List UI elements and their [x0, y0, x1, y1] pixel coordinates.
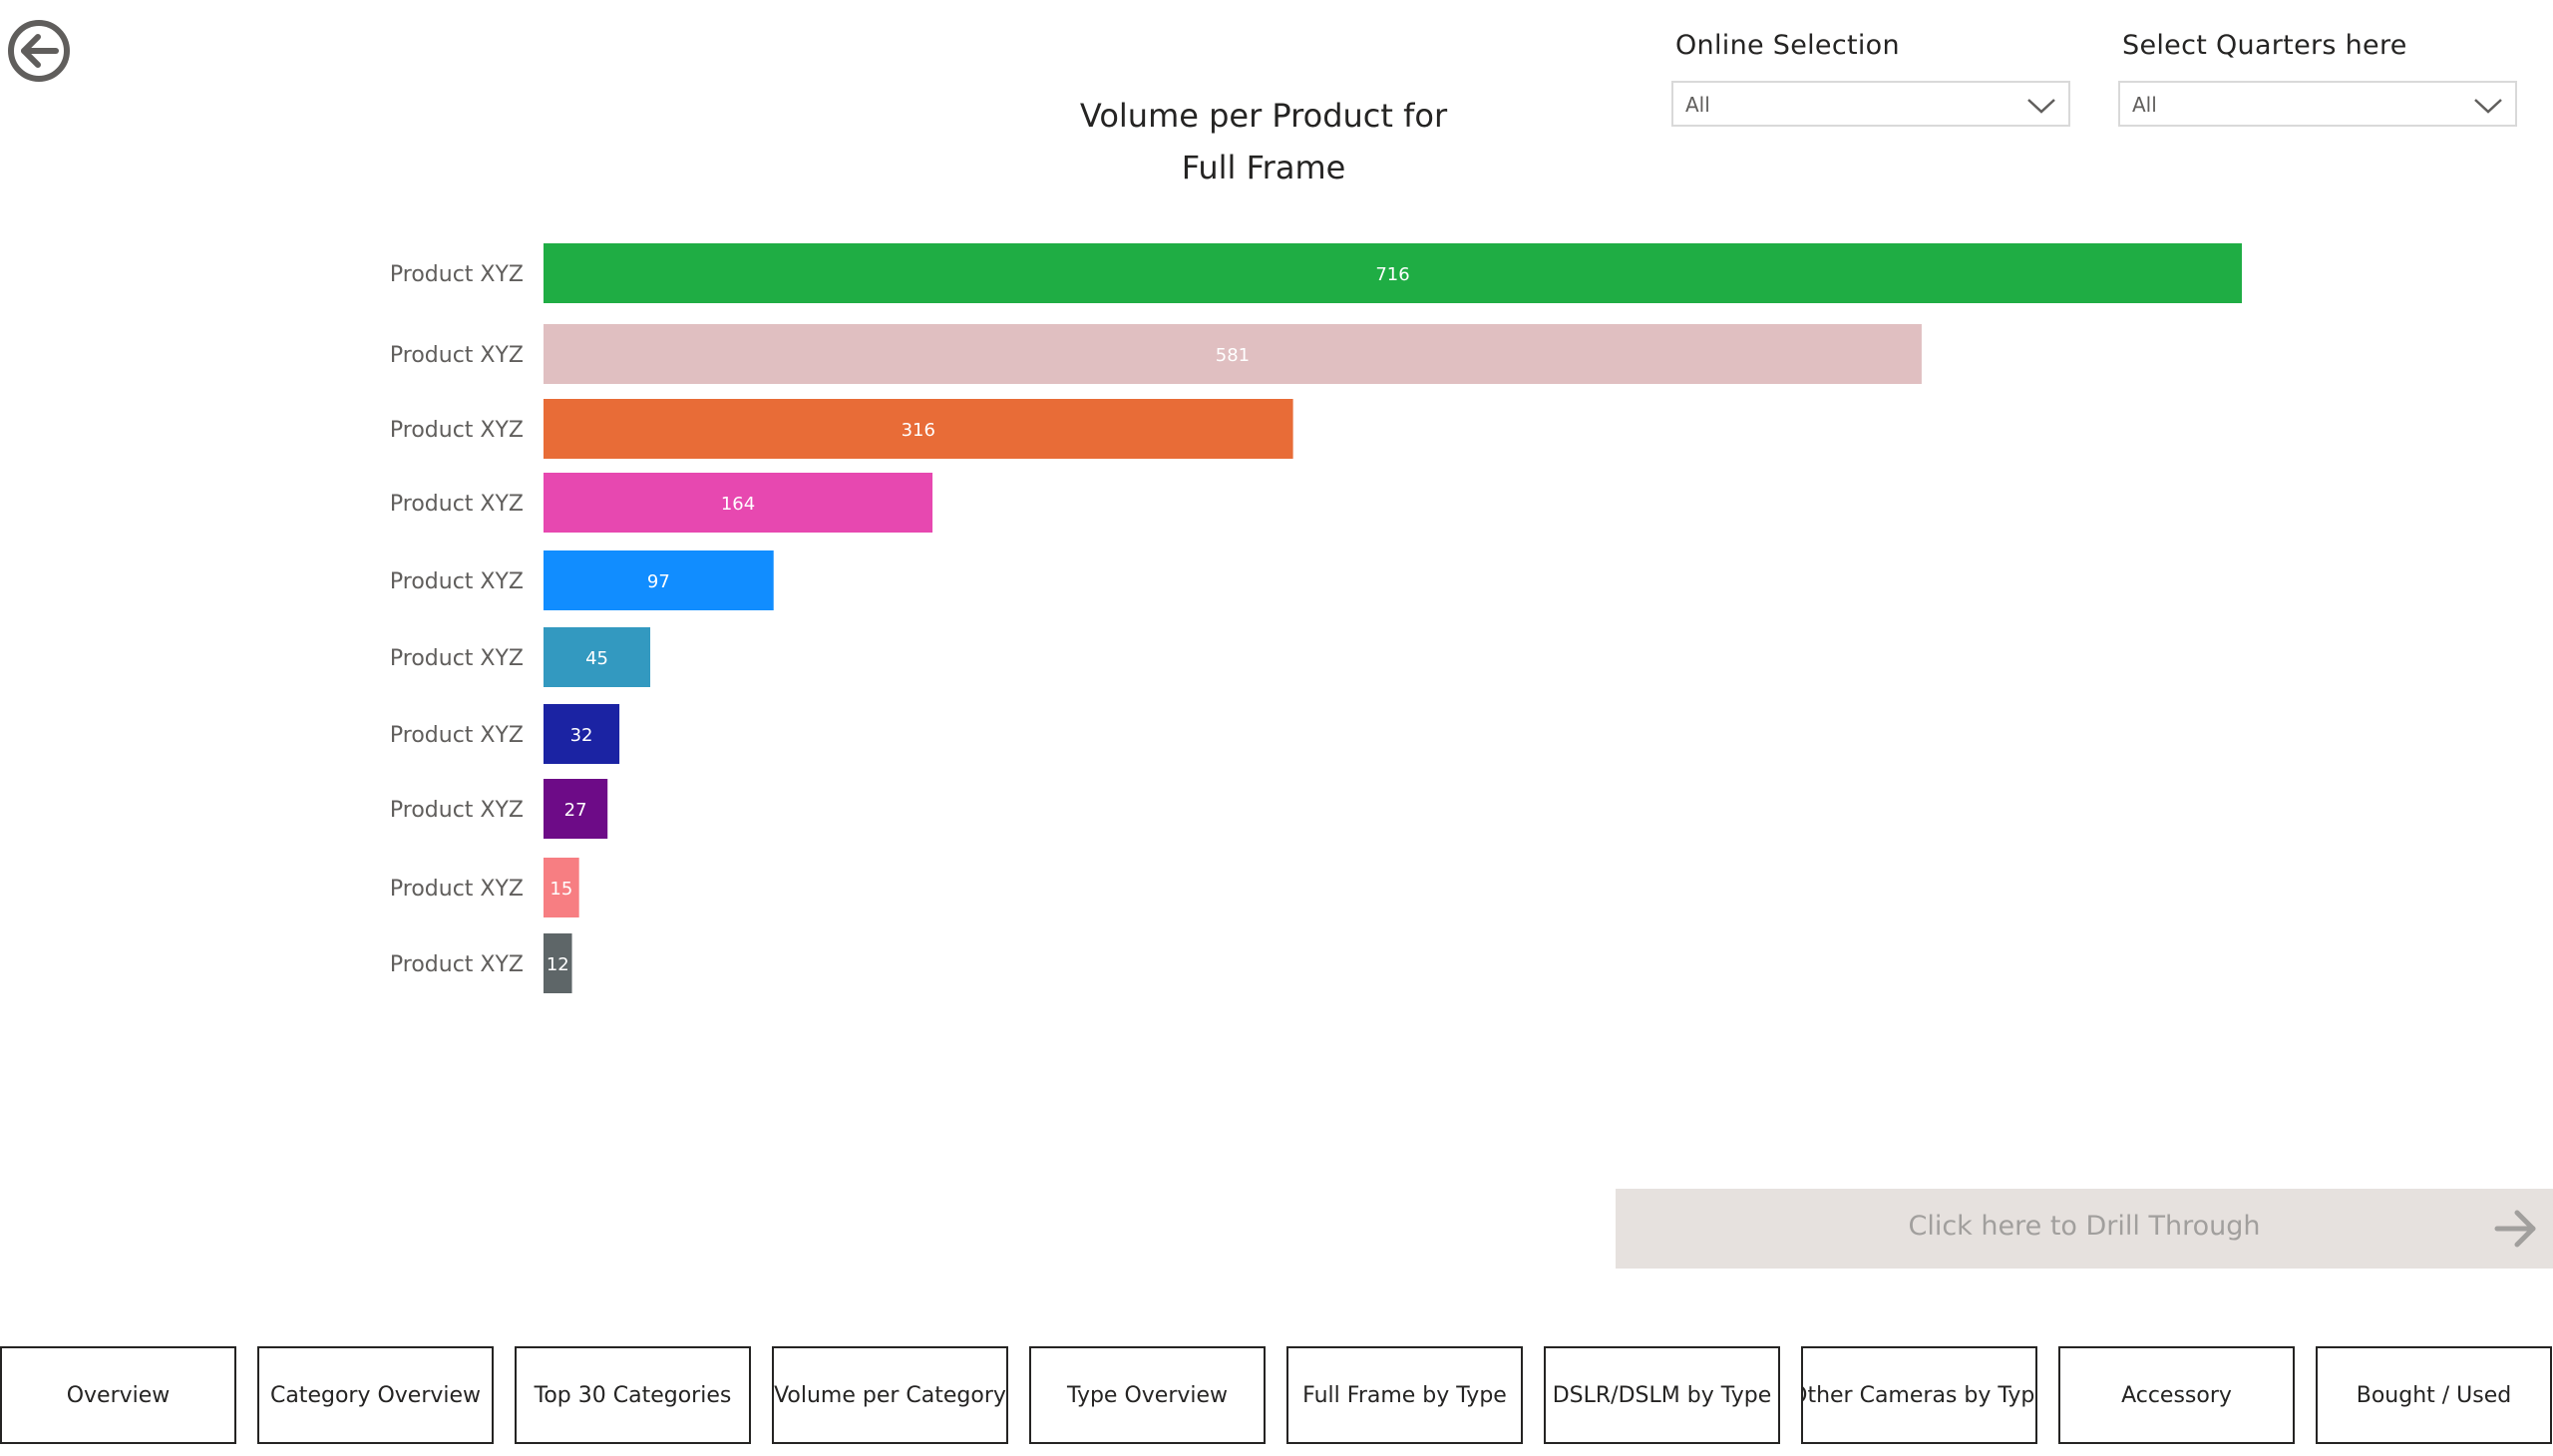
select-quarters-dropdown[interactable]: All: [2118, 81, 2517, 127]
category-label-8: Product XYZ: [390, 877, 524, 902]
category-label-5: Product XYZ: [390, 646, 524, 671]
online-selection-label: Online Selection: [1675, 30, 1900, 61]
nav-button-1[interactable]: Category Overview: [257, 1346, 494, 1444]
bar-1[interactable]: [544, 324, 1922, 384]
bar-9[interactable]: [544, 933, 572, 993]
bar-5[interactable]: [544, 627, 651, 687]
nav-button-4[interactable]: Type Overview: [1029, 1346, 1266, 1444]
bar-data-label-2: 316: [902, 420, 935, 441]
nav-button-6[interactable]: DSLR/DSLM by Type: [1544, 1346, 1780, 1444]
volume-bar-chart: 716 Product XYZ 581 Product XYZ 316 Product X…: [390, 243, 2242, 993]
bar-4[interactable]: [544, 550, 774, 610]
bar-data-label-9: 12: [547, 954, 569, 975]
bar-6[interactable]: [544, 704, 620, 764]
arrow-right-icon: [2494, 1210, 2536, 1248]
select-quarters-value: All: [2132, 93, 2157, 117]
nav-button-5[interactable]: Full Frame by Type: [1286, 1346, 1523, 1444]
category-label-4: Product XYZ: [390, 569, 524, 594]
online-selection-value: All: [1685, 93, 1710, 117]
bar-7[interactable]: [544, 779, 608, 839]
category-label-3: Product XYZ: [390, 492, 524, 517]
chevron-down-icon: [2474, 99, 2502, 114]
bar-data-label-5: 45: [585, 648, 608, 669]
chevron-down-icon: [2027, 99, 2055, 114]
bar-data-label-1: 581: [1216, 345, 1250, 366]
bar-data-label-8: 15: [549, 879, 572, 900]
select-quarters-label: Select Quarters here: [2122, 30, 2407, 61]
bar-data-label-0: 716: [1375, 264, 1409, 285]
drill-through-button[interactable]: Click here to Drill Through: [1616, 1189, 2553, 1269]
nav-button-2[interactable]: Top 30 Categories: [515, 1346, 751, 1444]
category-label-6: Product XYZ: [390, 723, 524, 748]
category-label-7: Product XYZ: [390, 798, 524, 823]
back-arrow-icon: [8, 20, 70, 82]
nav-button-8[interactable]: Accessory: [2058, 1346, 2295, 1444]
online-selection-dropdown[interactable]: All: [1671, 81, 2070, 127]
bar-data-label-4: 97: [647, 571, 670, 592]
bar-data-label-6: 32: [570, 725, 593, 746]
category-label-9: Product XYZ: [390, 952, 524, 977]
category-label-1: Product XYZ: [390, 343, 524, 368]
chart-title-line-2: Full Frame: [1181, 149, 1346, 186]
bar-0[interactable]: [544, 243, 2242, 303]
chart-title: Volume per Product for Full Frame: [1064, 90, 1463, 193]
category-label-2: Product XYZ: [390, 418, 524, 443]
bar-8[interactable]: [544, 858, 579, 917]
category-label-0: Product XYZ: [390, 262, 524, 287]
nav-button-0[interactable]: Overview: [0, 1346, 236, 1444]
nav-button-9[interactable]: Bought / Used: [2316, 1346, 2552, 1444]
bar-3[interactable]: [544, 473, 933, 533]
bar-2[interactable]: [544, 399, 1293, 459]
nav-button-7[interactable]: Other Cameras by Type: [1801, 1346, 2037, 1444]
chart-title-line-1: Volume per Product for: [1079, 97, 1448, 135]
bar-data-label-7: 27: [564, 800, 587, 821]
nav-button-3[interactable]: Volume per Category: [772, 1346, 1008, 1444]
back-button[interactable]: [6, 18, 72, 84]
drill-through-label: Click here to Drill Through: [1908, 1211, 2261, 1242]
bar-data-label-3: 164: [721, 494, 755, 515]
